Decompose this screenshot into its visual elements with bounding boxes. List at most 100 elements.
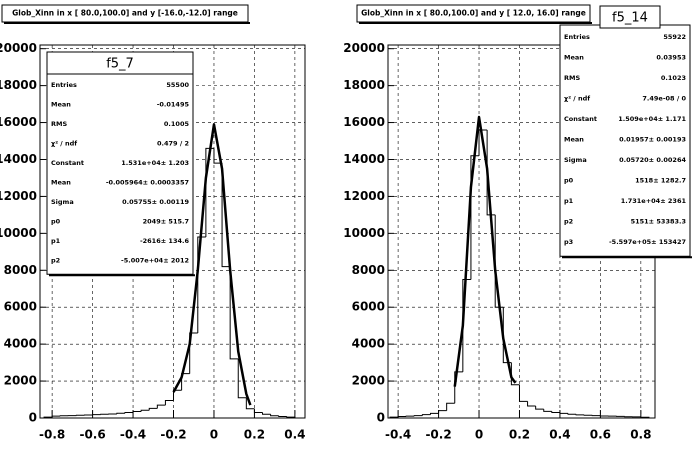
x-tick-label: 0.4 (284, 428, 305, 442)
x-tick-label: 0 (475, 428, 483, 442)
stats-title-box (46, 51, 194, 75)
stat-label: p2 (564, 218, 573, 226)
y-tick-label: 12000 (343, 189, 385, 203)
x-tick-label: 0.8 (630, 428, 651, 442)
histogram-bin (640, 416, 650, 418)
histogram-bin (413, 415, 423, 417)
stat-label: p3 (564, 238, 573, 246)
fit-curve (172, 123, 252, 406)
stat-value: 0.1005 (164, 120, 190, 128)
stat-label: Constant (51, 159, 84, 167)
stat-label: Constant (564, 115, 597, 123)
x-tick-label: -0.2 (160, 428, 186, 442)
stat-value: 2049± 515.7 (143, 218, 189, 226)
histogram-bin (221, 163, 231, 268)
histogram-bin (470, 155, 480, 280)
stat-value: -5.007e+04± 2012 (121, 257, 189, 265)
histogram-bin (446, 402, 455, 411)
stat-label: χ² / ndf (564, 95, 590, 103)
histogram-bin (124, 411, 134, 414)
histogram-bin (262, 412, 271, 415)
histogram-bin (518, 384, 528, 402)
histogram-bin (148, 407, 158, 411)
stat-value: 0.01957± 0.00193 (619, 136, 686, 144)
y-tick-label: 4000 (4, 337, 37, 351)
stat-value: 0.1023 (661, 74, 686, 82)
pad-title-shadow (359, 22, 592, 24)
histogram-bin (559, 412, 569, 414)
x-tick-label: 0.2 (509, 428, 530, 442)
stat-value: 0.03953 (656, 54, 686, 62)
histogram-bin (486, 129, 496, 216)
histogram-bin (51, 415, 61, 418)
y-tick-label: 12000 (0, 189, 37, 203)
y-tick-label: 8000 (352, 263, 385, 277)
histogram-bin (567, 413, 577, 415)
y-tick-label: 14000 (343, 152, 385, 166)
histogram-bin (551, 411, 560, 413)
histogram-bin (156, 404, 166, 409)
stat-value: 55922 (663, 33, 686, 41)
stats-title: f5_14 (612, 11, 648, 26)
histogram-bin (454, 371, 463, 404)
y-tick-label: 18000 (0, 78, 37, 92)
stat-label: χ² / ndf (51, 140, 77, 148)
histogram-bin (278, 415, 287, 418)
stat-label: p2 (51, 257, 60, 265)
histogram-bin (397, 416, 407, 418)
stat-label: Mean (564, 136, 584, 144)
histogram-bin (116, 412, 125, 414)
histogram-bin (253, 408, 263, 413)
y-tick-label: 10000 (343, 226, 385, 240)
y-tick-label: 2000 (4, 374, 37, 388)
y-tick-label: 20000 (343, 41, 385, 55)
y-tick-label: 2000 (352, 374, 385, 388)
stat-label: RMS (51, 120, 67, 128)
stat-label: p0 (51, 218, 61, 226)
stats-shadow (562, 256, 692, 259)
stat-label: Entries (51, 81, 77, 89)
histogram-bin (510, 362, 520, 386)
y-tick-label: 8000 (4, 263, 37, 277)
x-tick-label: -0.4 (120, 428, 146, 442)
stat-label: Sigma (564, 156, 587, 164)
histogram-bin (140, 409, 150, 412)
y-tick-label: 6000 (4, 300, 37, 314)
stat-value: 5151± 53383.3 (631, 218, 686, 226)
x-tick-label: -0.4 (385, 428, 411, 442)
pad-title: Glob_Xinn in x [ 80.0,100.0] and y [-16.… (12, 9, 238, 18)
histogram-bin (132, 411, 142, 413)
histogram-bin (389, 416, 399, 418)
stat-label: Sigma (51, 198, 74, 206)
y-tick-label: 6000 (352, 300, 385, 314)
x-tick-label: -0.8 (39, 428, 65, 442)
histogram-bin (462, 279, 471, 372)
histogram-bin (164, 399, 174, 406)
stat-label: p0 (564, 177, 574, 185)
histogram-bin (575, 414, 585, 416)
stat-label: p1 (564, 197, 574, 205)
stat-value: 0.05720± 0.00264 (619, 156, 686, 164)
stat-value: -2616± 134.6 (140, 237, 190, 245)
y-tick-label: 0 (377, 411, 385, 425)
stat-value: 1.531e+04± 1.203 (121, 159, 189, 167)
stats-title-box (599, 5, 661, 29)
stat-value: 0.05755± 0.00119 (122, 198, 189, 206)
histogram-bin (270, 414, 279, 417)
x-tick-label: -0.6 (79, 428, 105, 442)
histogram-bin (43, 416, 53, 418)
stat-label: Mean (564, 54, 584, 62)
histogram-bin (527, 401, 536, 407)
stat-label: Mean (51, 179, 71, 187)
histogram-bin (197, 236, 206, 334)
pad-title-shadow (4, 22, 250, 24)
histogram-bin (229, 266, 239, 360)
y-tick-label: 20000 (0, 41, 37, 55)
histogram-bin (245, 397, 255, 410)
y-tick-label: 10000 (0, 226, 37, 240)
stat-value: 7.49e-08 / 0 (642, 95, 686, 103)
histogram-bin (494, 214, 504, 308)
stats-title: f5_7 (106, 57, 134, 72)
histogram-bin (286, 416, 296, 418)
